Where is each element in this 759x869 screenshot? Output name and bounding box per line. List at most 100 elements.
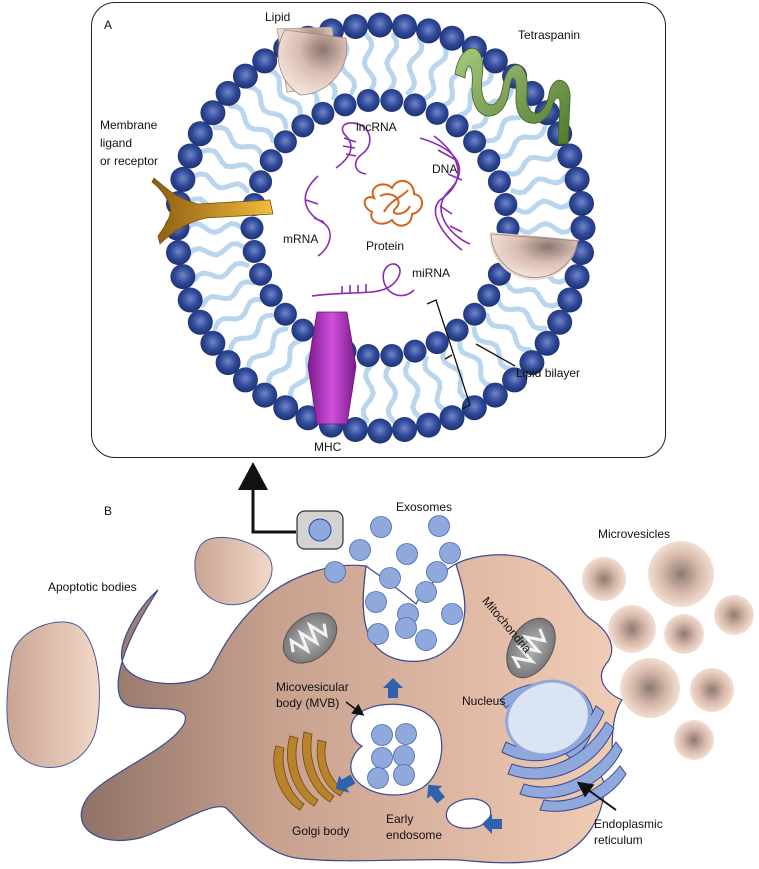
label-mvb-line1: Micovesicular [276, 680, 349, 694]
lipid-tails [184, 32, 576, 424]
lipid-head-outer [170, 264, 196, 290]
lipid-tail [471, 326, 515, 372]
lipid-tail [184, 221, 245, 236]
lipid-head-inner [477, 149, 501, 173]
lipid-tail [361, 32, 377, 93]
label-lncrna: lncRNA [356, 120, 397, 134]
lipid-head-outer [200, 100, 226, 126]
trafficking-arrows [335, 678, 502, 834]
label-golgi: Golgi body [292, 824, 350, 838]
lipid-head-outer [461, 395, 487, 421]
microvesicle [664, 614, 704, 654]
lipid-tail [495, 125, 548, 160]
exosome-vesicle [367, 623, 389, 645]
lipid-head-inner [380, 89, 404, 112]
microvesicle [582, 557, 626, 601]
exosome-vesicle [324, 561, 346, 583]
exosome-vesicle [371, 747, 393, 769]
lipid-shape-right [489, 232, 579, 281]
lipid-head-outer [502, 367, 528, 393]
tetraspanin-protein [454, 48, 571, 145]
lipid-head-outer [273, 395, 299, 421]
trafficking-arrow [482, 814, 502, 834]
lipid-head-outer [439, 25, 465, 51]
exosome-vesicle [371, 724, 393, 746]
mrna-strand [304, 175, 331, 257]
lipid-head-outer [295, 405, 321, 431]
lipid-tail [423, 43, 449, 101]
label-membrane-ligand-line1: Membrane [100, 118, 158, 132]
exosome-vesicle [370, 516, 392, 538]
lipid-tail [186, 241, 246, 258]
label-lipid-bilayer: Lipid bilayer [516, 366, 581, 380]
exosome-vesicle [395, 617, 417, 639]
exosome-vesicle [349, 539, 371, 561]
lipid-head-outer [367, 418, 393, 444]
microvesicle [674, 720, 714, 760]
lipid-head-inner [403, 93, 427, 117]
panel-label-b: B [104, 504, 113, 518]
lipid-head-inner [494, 193, 518, 216]
lipid-head-outer [177, 287, 203, 313]
lipid-head-inner [380, 344, 404, 367]
panel-a-frame [91, 2, 666, 458]
lipid-tail [191, 260, 250, 283]
lipid-head-outer [252, 382, 278, 408]
lipid-head-inner [425, 331, 449, 355]
lipid-head-outer [252, 48, 278, 74]
lipid-tail [515, 220, 576, 235]
trafficking-arrow-head [383, 678, 403, 698]
label-lipid: Lipid [265, 10, 291, 24]
apoptotic-body-top [194, 536, 273, 606]
lipid-tail [227, 103, 276, 144]
label-mrna: mRNA [283, 232, 319, 246]
lipid-tail [200, 279, 256, 308]
lipid-tail [212, 296, 265, 331]
lipid-head-outer [416, 18, 442, 44]
panel-label-a: A [104, 18, 113, 32]
lipid-head-outer [416, 412, 442, 438]
lipid-head-outer [439, 405, 465, 431]
lipid-head-inner [273, 130, 297, 154]
lipid-tail [384, 32, 400, 93]
lipid-head-outer [569, 191, 594, 216]
lipid-head-inner [291, 318, 315, 342]
microvesicle [620, 658, 680, 718]
label-early-endosome-line1: Early [386, 812, 414, 826]
lipid-head-inner [445, 114, 469, 138]
exosome-vesicle [441, 603, 463, 625]
label-membrane-ligand-line2: ligand [100, 136, 133, 150]
lipid-head-inner [259, 149, 283, 173]
lipid-tail [403, 360, 422, 420]
mitochondrion-right [506, 617, 556, 679]
microvesicle [690, 668, 734, 712]
microvesicle [608, 605, 656, 653]
lipid-tail [287, 348, 319, 402]
nucleus [505, 679, 591, 757]
lipid-tail [191, 171, 250, 194]
mvb-pointer-arrow [345, 701, 365, 716]
lipid-head-outer [232, 367, 258, 393]
lipid-head-outer [482, 382, 508, 408]
vesicles [324, 515, 463, 789]
lipid-head-outer [170, 166, 196, 192]
trafficking-arrow [335, 774, 356, 793]
lipid-head-outer [166, 240, 191, 265]
exosome-vesicle [426, 561, 448, 583]
lipid-tail [266, 67, 303, 118]
lipid-head-outer [343, 14, 368, 39]
lipid-head-inner [240, 216, 264, 240]
lipid-head-inner [487, 170, 511, 194]
lipid-head-inner [445, 318, 469, 342]
lipid-head-outer [557, 143, 583, 169]
lipid-head-outer [547, 309, 573, 335]
lipid-head-outer [232, 63, 258, 89]
lipid-head-inner [356, 89, 380, 112]
apoptotic-body-left [6, 621, 100, 768]
lipid-head-inner [311, 101, 335, 125]
lipid-head-outer [564, 264, 590, 290]
label-er-line2: reticulum [594, 833, 643, 847]
label-apoptotic-bodies: Apoptotic bodies [48, 580, 137, 594]
label-exosomes: Exosomes [396, 500, 453, 514]
